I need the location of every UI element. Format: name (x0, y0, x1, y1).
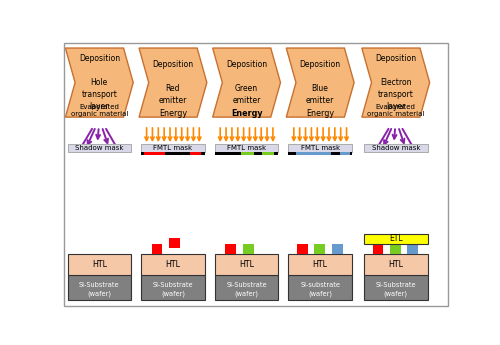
Polygon shape (286, 48, 354, 117)
Bar (141, 144, 204, 152)
Polygon shape (66, 48, 133, 117)
Bar (165, 152, 190, 155)
Text: Shadow mask: Shadow mask (372, 145, 420, 151)
Bar (296, 152, 331, 155)
Bar (68, 144, 131, 152)
Text: (wafer): (wafer) (88, 291, 112, 297)
Text: (wafer): (wafer) (234, 291, 258, 297)
Text: Energy: Energy (306, 109, 334, 118)
Text: Energy: Energy (159, 109, 187, 118)
Bar (190, 152, 201, 155)
Text: Deposition

Electron
transport
layer: Deposition Electron transport layer (375, 55, 416, 111)
Text: Evaporated
organic material: Evaporated organic material (367, 104, 424, 117)
Text: FMTL mask: FMTL mask (300, 145, 340, 151)
Text: Si-Substrate: Si-Substrate (152, 282, 193, 288)
Bar (68, 275, 131, 300)
Bar (169, 238, 180, 248)
Text: HTL: HTL (92, 260, 107, 269)
Bar (254, 152, 262, 155)
Bar (215, 254, 278, 275)
Bar (288, 254, 352, 275)
Bar (68, 254, 131, 275)
Bar (364, 254, 428, 275)
Text: HTL: HTL (239, 260, 254, 269)
Text: Deposition

Green
emitter: Deposition Green emitter (226, 60, 267, 105)
Bar (408, 244, 418, 254)
Bar (364, 275, 428, 300)
Text: Si-substrate: Si-substrate (300, 282, 340, 288)
Text: ETL: ETL (389, 234, 402, 243)
Bar (297, 244, 308, 254)
Text: Si-Substrate: Si-Substrate (226, 282, 267, 288)
Text: Si-Substrate: Si-Substrate (79, 282, 120, 288)
Bar (241, 152, 254, 155)
Text: Shadow mask: Shadow mask (75, 145, 124, 151)
Text: (wafer): (wafer) (384, 291, 408, 297)
Polygon shape (212, 48, 280, 117)
Text: FMTL mask: FMTL mask (154, 145, 192, 151)
Text: HTL: HTL (312, 260, 328, 269)
Bar (152, 244, 162, 254)
Bar (288, 152, 296, 155)
Bar (242, 244, 254, 254)
Bar (144, 152, 165, 155)
Text: Deposition

Blue
emitter: Deposition Blue emitter (300, 60, 341, 105)
Bar (141, 254, 204, 275)
Bar (201, 152, 204, 155)
Bar (215, 144, 278, 152)
Text: Energy: Energy (231, 109, 262, 118)
Bar (390, 244, 401, 254)
Bar (225, 244, 236, 254)
Bar (141, 152, 144, 155)
Bar (141, 275, 204, 300)
Text: HTL: HTL (388, 260, 403, 269)
Text: (wafer): (wafer) (161, 291, 185, 297)
Text: FMTL mask: FMTL mask (227, 145, 266, 151)
Bar (364, 144, 428, 152)
Bar (364, 234, 428, 244)
Text: Deposition

Hole
transport
layer: Deposition Hole transport layer (79, 55, 120, 111)
Bar (340, 152, 350, 155)
Bar (350, 152, 352, 155)
Bar (331, 152, 340, 155)
Text: Deposition

Red
emitter: Deposition Red emitter (152, 60, 194, 105)
Text: Evaporated
organic material: Evaporated organic material (70, 104, 128, 117)
Bar (215, 275, 278, 300)
Bar (314, 244, 325, 254)
Bar (372, 244, 384, 254)
Text: HTL: HTL (166, 260, 180, 269)
Polygon shape (139, 48, 207, 117)
Bar (274, 152, 278, 155)
Polygon shape (362, 48, 430, 117)
Bar (215, 152, 241, 155)
Bar (262, 152, 274, 155)
Bar (332, 244, 342, 254)
Bar (288, 275, 352, 300)
Bar (288, 144, 352, 152)
Text: (wafer): (wafer) (308, 291, 332, 297)
Text: Si-Substrate: Si-Substrate (376, 282, 416, 288)
